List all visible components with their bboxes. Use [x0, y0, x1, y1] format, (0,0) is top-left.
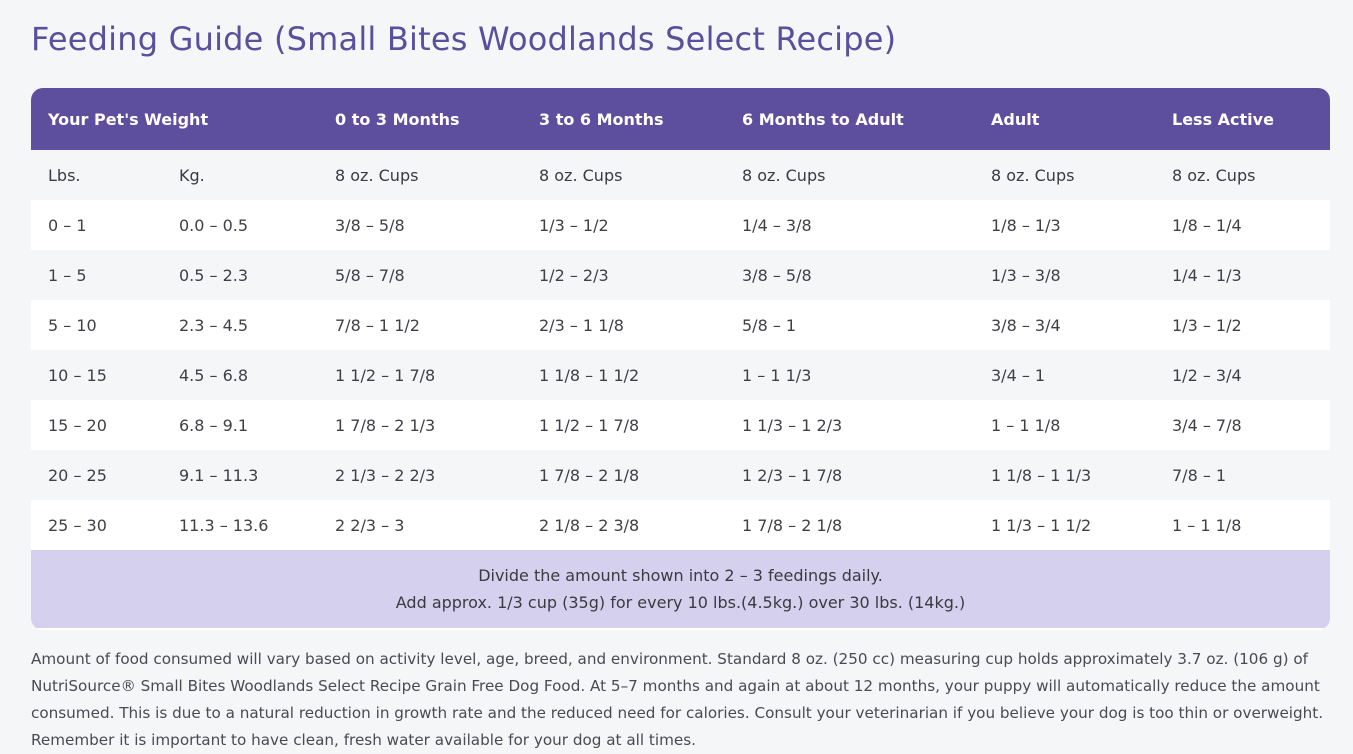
header-3-6-months: 3 to 6 Months: [522, 88, 725, 150]
feeding-note-paragraph: Amount of food consumed will vary based …: [31, 650, 1324, 749]
unit-cell: 8 oz. Cups: [318, 150, 522, 200]
table-footer-note: Divide the amount shown into 2 – 3 feedi…: [31, 550, 1330, 628]
table-cell: 7/8 – 1 1/2: [318, 300, 522, 350]
footer-line-extra: Add approx. 1/3 cup (35g) for every 10 l…: [395, 593, 966, 612]
table-cell: 4.5 – 6.8: [162, 350, 318, 400]
table-cell: 1 1/2 – 1 7/8: [318, 350, 522, 400]
table-cell: 5/8 – 7/8: [318, 250, 522, 300]
table-cell: 1/2 – 3/4: [1155, 350, 1330, 400]
table-cell: 3/8 – 3/4: [974, 300, 1155, 350]
table-cell: 2 1/3 – 2 2/3: [318, 450, 522, 500]
table-cell: 5/8 – 1: [725, 300, 974, 350]
table-cell: 0.0 – 0.5: [162, 200, 318, 250]
table-row: 25 – 30 11.3 – 13.6 2 2/3 – 3 2 1/8 – 2 …: [31, 500, 1330, 550]
table-cell: 3/8 – 5/8: [318, 200, 522, 250]
table-cell: 2 1/8 – 2 3/8: [522, 500, 725, 550]
table-cell: 1 1/8 – 1 1/2: [522, 350, 725, 400]
table-cell: 2/3 – 1 1/8: [522, 300, 725, 350]
header-weight: Your Pet's Weight: [31, 88, 318, 150]
table-cell: 1/2 – 2/3: [522, 250, 725, 300]
table-cell: 6.8 – 9.1: [162, 400, 318, 450]
table-cell: 1 – 1 1/3: [725, 350, 974, 400]
table-cell: 1 1/3 – 1 2/3: [725, 400, 974, 450]
table-row: 20 – 25 9.1 – 11.3 2 1/3 – 2 2/3 1 7/8 –…: [31, 450, 1330, 500]
table-cell: 1/3 – 3/8: [974, 250, 1155, 300]
table-footer-row: Divide the amount shown into 2 – 3 feedi…: [31, 550, 1330, 628]
unit-cell: Kg.: [162, 150, 318, 200]
footer-line-feedings: Divide the amount shown into 2 – 3 feedi…: [478, 566, 883, 585]
header-6-months-adult: 6 Months to Adult: [725, 88, 974, 150]
table-cell: 1/4 – 1/3: [1155, 250, 1330, 300]
table-cell: 20 – 25: [31, 450, 162, 500]
table-cell: 10 – 15: [31, 350, 162, 400]
table-cell: 1/8 – 1/4: [1155, 200, 1330, 250]
table-row: 0 – 1 0.0 – 0.5 3/8 – 5/8 1/3 – 1/2 1/4 …: [31, 200, 1330, 250]
table-cell: 1 7/8 – 2 1/3: [318, 400, 522, 450]
table-cell: 15 – 20: [31, 400, 162, 450]
table-cell: 1 – 1 1/8: [974, 400, 1155, 450]
table-row: 1 – 5 0.5 – 2.3 5/8 – 7/8 1/2 – 2/3 3/8 …: [31, 250, 1330, 300]
table-cell: 1 7/8 – 2 1/8: [725, 500, 974, 550]
table-cell: 1 1/2 – 1 7/8: [522, 400, 725, 450]
header-0-3-months: 0 to 3 Months: [318, 88, 522, 150]
table-cell: 1 – 5: [31, 250, 162, 300]
table-cell: 5 – 10: [31, 300, 162, 350]
table-cell: 0 – 1: [31, 200, 162, 250]
table-row: 5 – 10 2.3 – 4.5 7/8 – 1 1/2 2/3 – 1 1/8…: [31, 300, 1330, 350]
table-cell: 25 – 30: [31, 500, 162, 550]
table-cell: 7/8 – 1: [1155, 450, 1330, 500]
table-cell: 1 1/3 – 1 1/2: [974, 500, 1155, 550]
table-cell: 0.5 – 2.3: [162, 250, 318, 300]
feeding-table: Your Pet's Weight 0 to 3 Months 3 to 6 M…: [31, 88, 1330, 628]
table-cell: 2 2/3 – 3: [318, 500, 522, 550]
feeding-table-card: Your Pet's Weight 0 to 3 Months 3 to 6 M…: [31, 88, 1330, 630]
table-cell: 1/8 – 1/3: [974, 200, 1155, 250]
table-row: 15 – 20 6.8 – 9.1 1 7/8 – 2 1/3 1 1/2 – …: [31, 400, 1330, 450]
table-cell: 1 2/3 – 1 7/8: [725, 450, 974, 500]
table-cell: 3/4 – 7/8: [1155, 400, 1330, 450]
table-cell: 1 1/8 – 1 1/3: [974, 450, 1155, 500]
table-cell: 1/3 – 1/2: [522, 200, 725, 250]
table-row: 10 – 15 4.5 – 6.8 1 1/2 – 1 7/8 1 1/8 – …: [31, 350, 1330, 400]
units-row: Lbs. Kg. 8 oz. Cups 8 oz. Cups 8 oz. Cup…: [31, 150, 1330, 200]
page-title: Feeding Guide (Small Bites Woodlands Sel…: [31, 20, 897, 58]
table-header-row: Your Pet's Weight 0 to 3 Months 3 to 6 M…: [31, 88, 1330, 150]
unit-cell: 8 oz. Cups: [725, 150, 974, 200]
table-cell: 1 7/8 – 2 1/8: [522, 450, 725, 500]
unit-cell: 8 oz. Cups: [522, 150, 725, 200]
header-adult: Adult: [974, 88, 1155, 150]
unit-cell: Lbs.: [31, 150, 162, 200]
table-cell: 9.1 – 11.3: [162, 450, 318, 500]
table-cell: 1/3 – 1/2: [1155, 300, 1330, 350]
table-cell: 1/4 – 3/8: [725, 200, 974, 250]
table-cell: 2.3 – 4.5: [162, 300, 318, 350]
table-cell: 3/4 – 1: [974, 350, 1155, 400]
unit-cell: 8 oz. Cups: [1155, 150, 1330, 200]
table-cell: 11.3 – 13.6: [162, 500, 318, 550]
table-cell: 3/8 – 5/8: [725, 250, 974, 300]
unit-cell: 8 oz. Cups: [974, 150, 1155, 200]
table-cell: 1 – 1 1/8: [1155, 500, 1330, 550]
header-less-active: Less Active: [1155, 88, 1330, 150]
